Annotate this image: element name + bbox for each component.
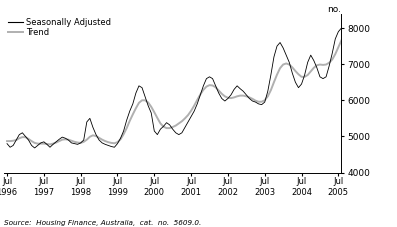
Text: no.: no.	[328, 5, 341, 14]
Legend: Seasonally Adjusted, Trend: Seasonally Adjusted, Trend	[8, 18, 112, 37]
Text: Source:  Housing Finance, Australia,  cat.  no.  5609.0.: Source: Housing Finance, Australia, cat.…	[4, 220, 201, 226]
